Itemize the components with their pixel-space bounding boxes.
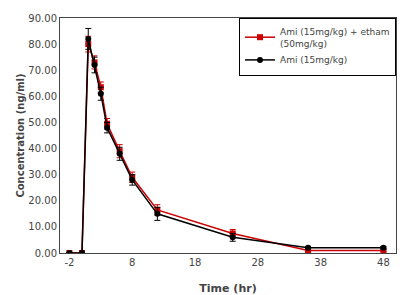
svg-text:38: 38 — [314, 257, 327, 268]
svg-text:30.00: 30.00 — [28, 169, 57, 180]
svg-text:10.00: 10.00 — [28, 221, 57, 232]
svg-text:90.00: 90.00 — [28, 13, 57, 24]
svg-text:70.00: 70.00 — [28, 65, 57, 76]
svg-text:Ami (15mg/kg): Ami (15mg/kg) — [280, 55, 347, 65]
svg-text:Time (hr): Time (hr) — [199, 282, 256, 295]
svg-text:48: 48 — [377, 257, 390, 268]
svg-text:50.00: 50.00 — [28, 117, 57, 128]
svg-text:Ami (15mg/kg) + etham(50mg/kg): Ami (15mg/kg) + etham(50mg/kg) — [280, 27, 390, 49]
svg-text:28: 28 — [251, 257, 264, 268]
svg-text:80.00: 80.00 — [28, 39, 57, 50]
svg-text:-2: -2 — [64, 257, 74, 268]
svg-text:8: 8 — [129, 257, 135, 268]
svg-text:20.00: 20.00 — [28, 195, 57, 206]
svg-text:40.00: 40.00 — [28, 143, 57, 154]
svg-text:18: 18 — [189, 257, 202, 268]
svg-text:Concentration (ng/ml): Concentration (ng/ml) — [15, 73, 26, 197]
svg-text:0.00: 0.00 — [35, 248, 57, 259]
svg-text:60.00: 60.00 — [28, 91, 57, 102]
